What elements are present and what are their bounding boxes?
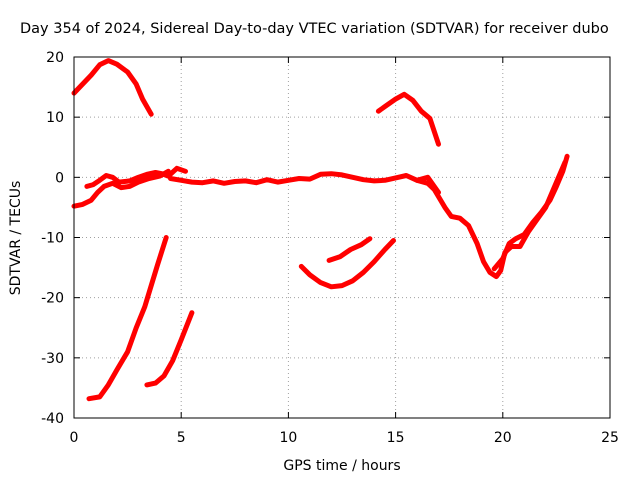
series-arc-6	[144, 310, 195, 388]
y-tick-label: 10	[46, 110, 64, 126]
series-arc-11	[491, 153, 570, 272]
data-series-layer	[71, 58, 570, 402]
chart-title: Day 354 of 2024, Sidereal Day-to-day VTE…	[20, 21, 609, 37]
y-axis-label: SDTVAR / TECUs	[8, 181, 24, 296]
series-arc-4	[168, 171, 441, 195]
y-tick-label: -30	[41, 351, 64, 367]
series-arc-8	[298, 238, 396, 290]
x-tick-label: 15	[387, 430, 405, 446]
y-tick-label: -20	[41, 291, 64, 307]
series-arc-10	[414, 159, 568, 280]
x-tick-label: 20	[494, 430, 512, 446]
x-axis-label: GPS time / hours	[283, 458, 400, 474]
x-tick-label: 25	[601, 430, 619, 446]
series-arc-5	[86, 235, 169, 402]
series-arc-2	[71, 168, 171, 209]
series-arc-1	[71, 58, 154, 117]
series-arc-7	[375, 91, 441, 147]
y-tick-label: -10	[41, 231, 64, 247]
grid-lines	[74, 57, 610, 418]
axis-ticks: 0 5 10 15 20 25 -40 -30 -20 -10 0 10 20	[41, 50, 619, 446]
series-arc-3	[84, 165, 188, 189]
x-tick-label: 5	[177, 430, 186, 446]
series-arc-9	[326, 236, 373, 263]
x-tick-label: 0	[70, 430, 79, 446]
y-tick-label: 0	[55, 170, 64, 186]
x-tick-label: 10	[279, 430, 297, 446]
y-tick-label: -40	[41, 411, 64, 427]
y-tick-label: 20	[46, 50, 64, 66]
